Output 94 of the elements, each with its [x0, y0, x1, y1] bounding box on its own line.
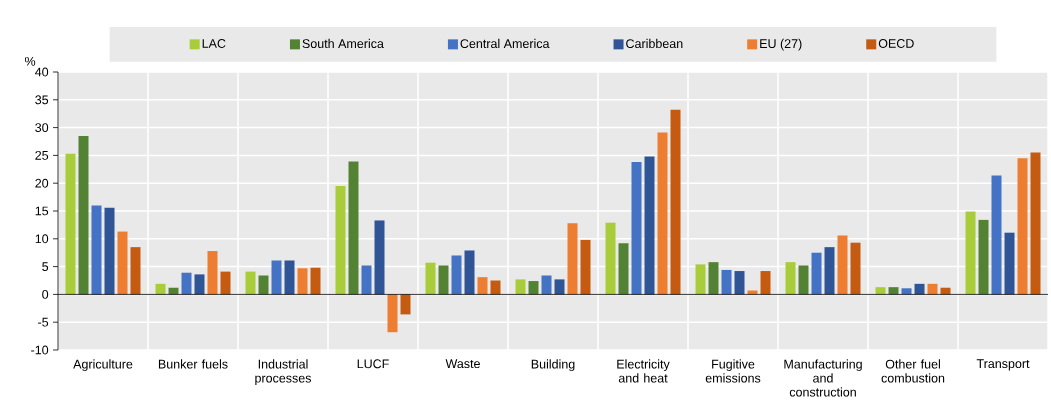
bar	[850, 242, 861, 295]
bar	[785, 262, 796, 295]
x-tick-label: Bunker fuels	[158, 359, 228, 369]
bar	[117, 231, 128, 295]
bar	[245, 271, 256, 295]
bar	[258, 275, 269, 295]
bar	[297, 268, 308, 295]
y-tick-label: -10	[31, 345, 49, 355]
bar	[78, 135, 89, 295]
bar	[618, 243, 629, 295]
bar	[644, 156, 655, 295]
bar	[760, 271, 771, 295]
x-tick-label: Agriculture	[73, 359, 133, 372]
bar	[901, 288, 912, 295]
bar	[207, 251, 218, 295]
bar	[464, 250, 475, 295]
bar	[335, 185, 346, 295]
bar	[940, 287, 951, 295]
bar	[670, 109, 681, 295]
y-tick-label: 20	[35, 178, 49, 188]
bar	[695, 264, 706, 295]
bar	[387, 294, 398, 333]
legend-label: EU (27)	[760, 38, 802, 51]
x-tick-label: Industrial processes	[255, 359, 312, 386]
bar	[168, 287, 179, 295]
bar	[811, 252, 822, 295]
y-tick-label: 30	[35, 123, 49, 133]
bar	[400, 294, 411, 315]
x-tick-label: Building	[531, 359, 575, 372]
bar	[875, 287, 886, 295]
bar	[631, 162, 642, 295]
legend-label: LAC	[202, 39, 226, 48]
x-tick-label: LUCF	[357, 359, 389, 369]
y-tick-label: -5	[38, 317, 49, 327]
bar	[824, 247, 835, 295]
y-tick-label: 40	[35, 67, 49, 77]
legend-label: OECD	[878, 39, 914, 48]
bar	[914, 283, 925, 295]
bar	[991, 175, 1002, 295]
bar	[965, 211, 976, 295]
bar	[708, 262, 719, 295]
bar	[374, 220, 385, 295]
bar	[104, 207, 115, 295]
y-tick-label: 10	[35, 234, 49, 244]
bar	[798, 265, 809, 295]
bar	[734, 271, 745, 295]
bar	[888, 287, 899, 295]
bar	[361, 265, 372, 295]
bar	[65, 153, 76, 295]
legend-label: South America	[302, 38, 384, 49]
x-tick-label: Transport	[976, 359, 1030, 371]
legend-label: Central America	[460, 38, 550, 49]
y-tick-label: 15	[35, 206, 49, 216]
x-tick-label: Electricity and heat	[617, 359, 670, 383]
bar	[541, 275, 552, 295]
bar	[927, 283, 938, 295]
y-tick-label: 5	[42, 262, 49, 271]
x-tick-label: Waste	[445, 359, 480, 369]
bar	[657, 132, 668, 295]
bar	[438, 265, 449, 295]
bar	[837, 235, 848, 295]
bar	[194, 274, 205, 295]
bar	[554, 279, 565, 295]
bar	[284, 260, 295, 295]
x-tick-label: Other fuel combustion	[881, 359, 945, 383]
bar	[348, 161, 359, 295]
legend-label: Caribbean	[626, 38, 683, 49]
bar	[1030, 152, 1041, 295]
bar	[91, 205, 102, 295]
bar	[1004, 232, 1015, 295]
x-tick-label: Manufacturing and construction	[784, 359, 862, 397]
x-tick-label: Fugitive emissions	[705, 359, 761, 383]
bar	[490, 280, 501, 295]
bar	[567, 223, 578, 295]
bar	[155, 283, 166, 295]
bar	[477, 277, 488, 295]
bar	[721, 269, 732, 295]
bar	[220, 271, 231, 295]
bar	[528, 281, 539, 295]
bar	[130, 247, 141, 295]
bar	[271, 260, 282, 295]
bar	[515, 279, 526, 295]
bar	[605, 222, 616, 295]
bar	[978, 219, 989, 295]
bar	[451, 255, 462, 295]
y-tick-label: 0	[42, 289, 49, 299]
y-tick-label: 25	[35, 150, 49, 160]
y-tick-label: 35	[35, 95, 49, 105]
bar	[181, 272, 192, 295]
bar	[1017, 158, 1028, 295]
bar	[310, 267, 321, 295]
bar	[580, 239, 591, 295]
y-axis-title: %	[24, 56, 36, 66]
bar	[425, 262, 436, 295]
